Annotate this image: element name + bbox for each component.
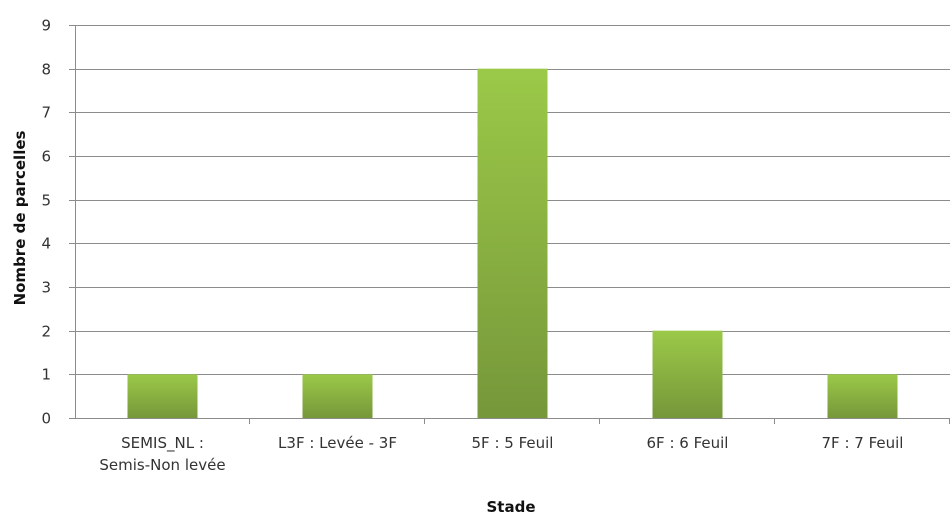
bar xyxy=(127,374,198,418)
bar xyxy=(827,374,898,418)
x-category-label: SEMIS_NL : Semis-Non levée xyxy=(99,434,225,474)
bars xyxy=(127,68,898,419)
bar xyxy=(302,374,373,418)
x-category-label-line: 6F : 6 Feuil xyxy=(647,434,729,452)
y-tick-label: 1 xyxy=(41,366,51,384)
x-category-label: 7F : 7 Feuil xyxy=(822,434,904,452)
y-axis-title: Nombre de parcelles xyxy=(11,130,29,305)
x-category-label-line: L3F : Levée - 3F xyxy=(278,434,397,452)
x-category-label-line: SEMIS_NL : xyxy=(121,434,204,453)
y-tick-labels: 0 1 2 3 4 5 6 7 8 9 xyxy=(41,17,51,428)
y-tick-label: 6 xyxy=(41,148,51,166)
y-tick-label: 0 xyxy=(41,410,51,428)
x-category-label: L3F : Levée - 3F xyxy=(278,434,397,452)
y-tick-label: 8 xyxy=(41,61,51,79)
y-tick-label: 3 xyxy=(41,279,51,297)
y-tick-label: 5 xyxy=(41,192,51,210)
x-category-labels: SEMIS_NL : Semis-Non levée L3F : Levée - 3… xyxy=(99,434,903,474)
y-tick-label: 9 xyxy=(41,17,51,35)
axes xyxy=(69,25,950,424)
bar xyxy=(652,330,723,418)
x-axis-title: Stade xyxy=(486,498,535,516)
x-category-label-line: Semis-Non levée xyxy=(99,456,225,474)
y-tick-label: 7 xyxy=(41,104,51,122)
x-category-label: 5F : 5 Feuil xyxy=(472,434,554,452)
bar xyxy=(477,68,548,419)
y-tick-label: 4 xyxy=(41,235,51,253)
x-category-label-line: 5F : 5 Feuil xyxy=(472,434,554,452)
x-category-label: 6F : 6 Feuil xyxy=(647,434,729,452)
y-tick-label: 2 xyxy=(41,323,51,341)
x-category-label-line: 7F : 7 Feuil xyxy=(822,434,904,452)
